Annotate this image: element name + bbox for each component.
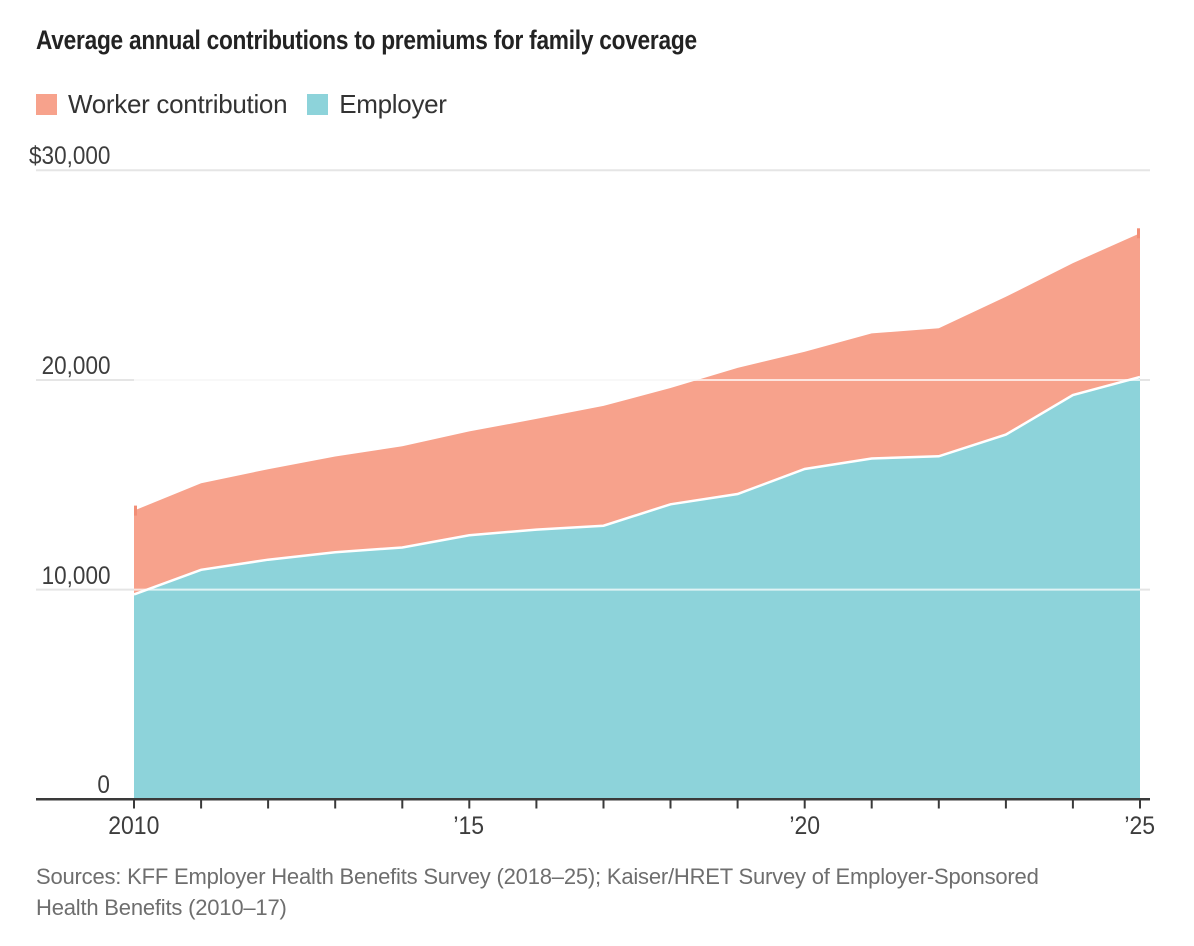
y-axis-label: 10,000 bbox=[41, 562, 110, 590]
sources-note: Sources: KFF Employer Health Benefits Su… bbox=[36, 861, 1039, 923]
series-endpoint-marker bbox=[134, 505, 137, 516]
series-endpoint-marker bbox=[1137, 228, 1140, 239]
legend-label-employer: Employer bbox=[339, 89, 447, 119]
x-axis-label: ’25 bbox=[1124, 812, 1156, 840]
x-axis-label: 2010 bbox=[108, 812, 160, 840]
y-axis-label: 0 bbox=[97, 771, 110, 799]
y-axis-label: $30,000 bbox=[28, 142, 110, 170]
x-axis-label: ’20 bbox=[789, 812, 821, 840]
legend-item-worker: Worker contribution bbox=[36, 89, 288, 120]
legend-swatch-worker-icon bbox=[36, 94, 57, 115]
worker-area bbox=[134, 233, 1140, 595]
x-axis-label: ’15 bbox=[453, 812, 485, 840]
legend-swatch-employer-icon bbox=[307, 94, 329, 115]
sources-line-2: Health Benefits (2010–17) bbox=[36, 895, 287, 920]
series-divider-line bbox=[133, 375, 1141, 596]
legend: Worker contribution Employer bbox=[36, 89, 447, 120]
employer-area bbox=[134, 377, 1140, 800]
y-axis-label: 20,000 bbox=[41, 352, 110, 380]
chart-title: Average annual contributions to premiums… bbox=[36, 25, 697, 55]
legend-label-worker: Worker contribution bbox=[68, 89, 288, 119]
sources-line-1: Sources: KFF Employer Health Benefits Su… bbox=[36, 864, 1039, 889]
legend-item-employer: Employer bbox=[307, 89, 447, 120]
